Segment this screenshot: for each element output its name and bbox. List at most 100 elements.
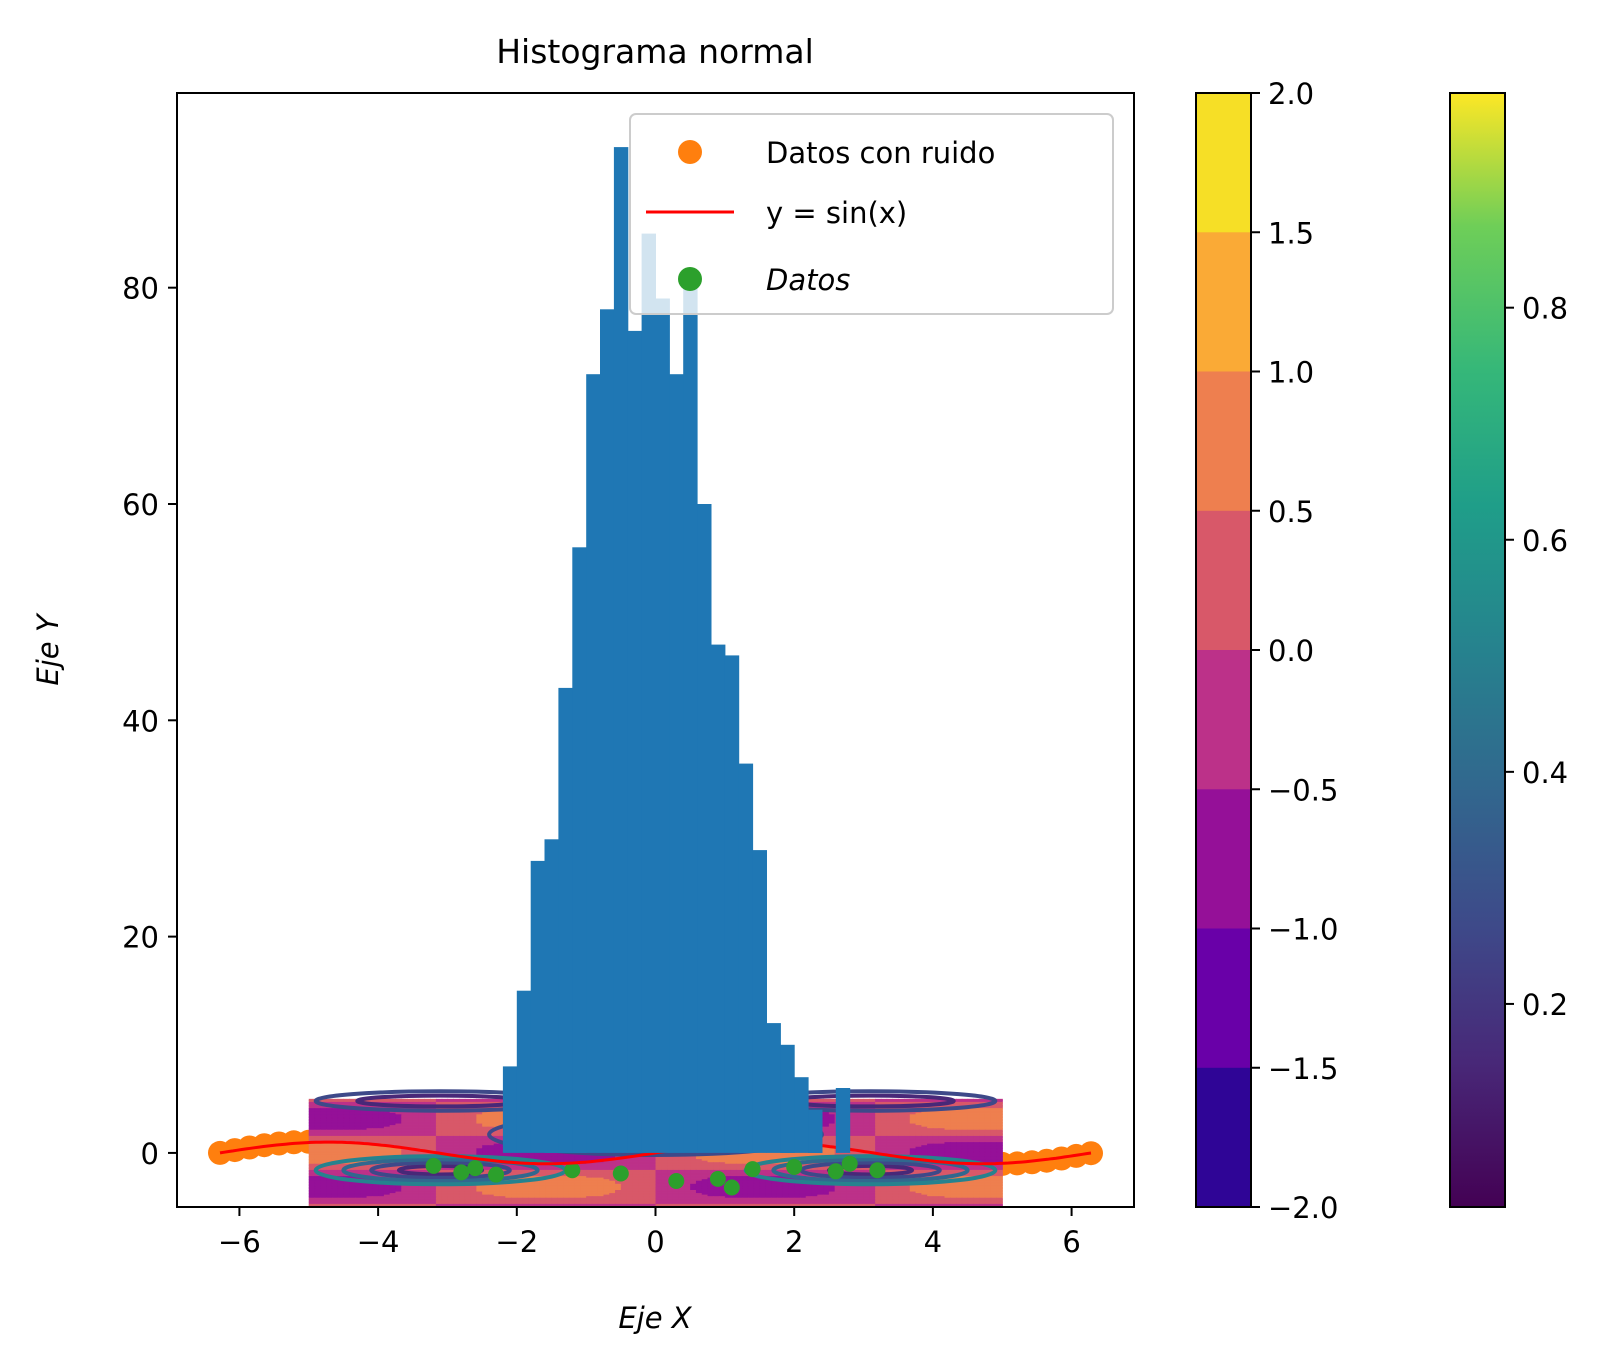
contourf-cell [678,1159,685,1162]
contourf-cell [932,1112,940,1115]
contourf-cell [360,1125,368,1128]
contourf-cell [366,1131,373,1134]
contourf-cell [938,1123,946,1126]
contourf-cell [886,1140,894,1143]
contourf-cell [407,1143,414,1146]
contourf-cell [476,1131,483,1134]
contourf-cell [956,1125,963,1128]
contourf-cell [996,1126,1003,1129]
contourf-cell [909,1145,917,1148]
contourf-cell [782,1156,790,1159]
contourf-cell [360,1129,368,1132]
contourf-cell [430,1125,437,1128]
contourf-cell [886,1101,894,1105]
contourf-cell [349,1143,356,1146]
contourf-cell [973,1126,980,1129]
contourf-cell [678,1157,685,1160]
contourf-cell [493,1106,501,1109]
contourf-cell [851,1117,859,1120]
contourf-cell [719,1156,726,1159]
contourf-cell [961,1149,969,1152]
contourf-cell [314,1111,321,1114]
contourf-cell [389,1137,397,1140]
contourf-cell [956,1111,963,1114]
contourf-cell [990,1125,998,1128]
contourf-cell [927,1151,934,1154]
contourf-cell [493,1129,501,1132]
contourf-cell [799,1152,807,1156]
contourf-cell [851,1122,859,1125]
contourf-cell [869,1112,876,1115]
contourf-cell [430,1146,437,1149]
contourf-cell [493,1148,501,1151]
contourf-cell [372,1132,379,1135]
contourf-cell [331,1149,339,1152]
contourf-cell [366,1111,373,1114]
contourf-cell [932,1151,940,1154]
contourf-cell [499,1112,506,1115]
contourf-cell [898,1115,905,1118]
contourf-cell [366,1145,373,1148]
contourf-cell [476,1122,483,1125]
contourf-cell [337,1135,345,1139]
contourf-cell [967,1100,974,1103]
contourf-cell [915,1129,922,1132]
contourf-cell [828,1115,836,1118]
contourf-cell [326,1154,333,1157]
contourf-cell [996,1145,1003,1148]
contourf-cell [909,1101,917,1105]
contourf-cell [794,1152,801,1156]
contourf-cell [990,1132,998,1135]
contourf-cell [383,1132,391,1135]
contourf-cell [389,1117,397,1120]
contourf-cell [378,1139,385,1142]
contourf-cell [898,1146,905,1149]
contourf-cell [973,1120,980,1123]
contourf-cell [967,1101,974,1105]
contourf-cell [499,1120,506,1123]
contourf-cell [880,1112,888,1115]
contourf-cell [938,1115,946,1118]
contourf-cell [823,1139,830,1142]
contourf-cell [875,1132,882,1135]
contourf-cell [984,1134,992,1137]
contourf-cell [482,1098,489,1101]
contourf-cell [563,1152,570,1156]
contourf-cell [487,1152,495,1156]
contourf-cell [950,1126,957,1129]
contourf-cell [880,1131,888,1134]
contourf-cell [667,1160,674,1163]
contourf-cell [956,1132,963,1135]
contourf-cell [996,1149,1003,1152]
contourf-cell [326,1101,333,1105]
contourf-cell [898,1149,905,1152]
contourf-cell [915,1131,922,1134]
contourf-cell [979,1111,986,1114]
contourf-cell [909,1118,917,1122]
contourf-cell [956,1135,963,1139]
contourf-cell [921,1148,928,1151]
contourf-cell [482,1122,489,1125]
contourf-cell [880,1148,888,1151]
contourf-cell [412,1117,420,1120]
contourf-cell [383,1111,391,1114]
contourf-cell [921,1098,928,1101]
contourf-cell [395,1129,402,1132]
contourf-cell [747,1157,755,1160]
contourf-cell [880,1142,888,1145]
contourf-cell [863,1140,870,1143]
contourf-cell [875,1117,882,1120]
contourf-cell [499,1118,506,1122]
contourf-cell [961,1122,969,1125]
contourf-cell [435,1126,443,1129]
contourf-cell [337,1134,345,1137]
contourf-cell [464,1129,472,1132]
contourf-cell [984,1157,992,1160]
contourf-cell [314,1132,321,1135]
contourf-cell [938,1145,946,1148]
contourf-cell [337,1112,345,1115]
contourf-cell [464,1123,472,1126]
contourf-cell [979,1148,986,1151]
contourf-cell [932,1128,940,1131]
contourf-cell [453,1146,460,1149]
